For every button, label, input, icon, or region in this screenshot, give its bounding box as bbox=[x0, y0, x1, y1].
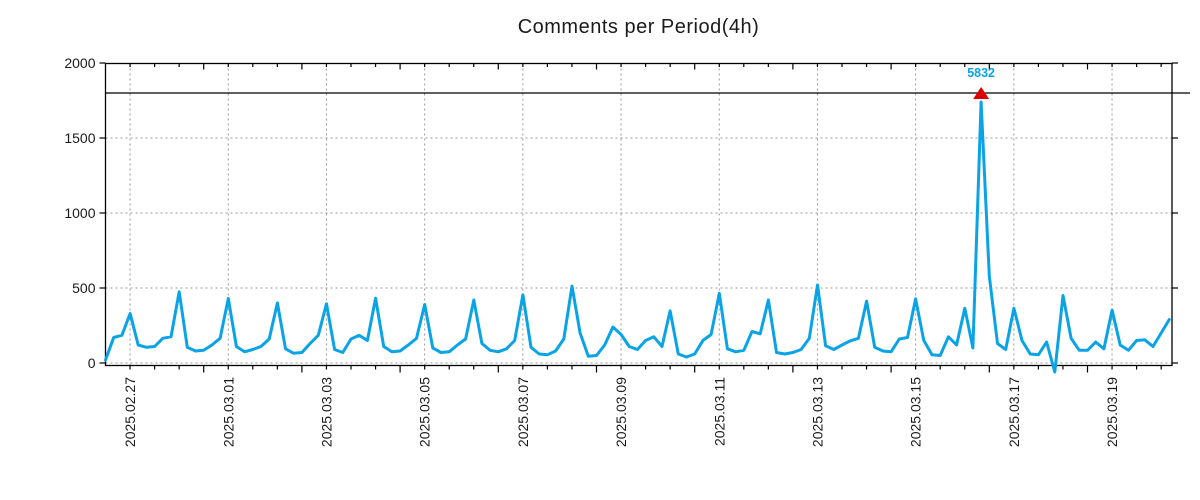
x-axis-tick-label: 2025.03.01 bbox=[220, 377, 236, 447]
x-axis-tick-label: 2025.03.19 bbox=[1104, 377, 1120, 447]
x-axis-tick-label: 2025.03.11 bbox=[711, 377, 727, 446]
x-axis-tick-label: 2025.03.09 bbox=[613, 377, 629, 447]
x-axis-tick-label: 2025.03.15 bbox=[908, 377, 924, 447]
y-axis-tick-label: 2000 bbox=[64, 55, 95, 71]
plot-border bbox=[104, 62, 1173, 367]
y-axis-tick-label: 1000 bbox=[64, 205, 95, 221]
peak-marker-icon bbox=[973, 87, 990, 99]
chart-title: Comments per Period(4h) bbox=[517, 16, 760, 38]
x-axis-tick-label: 2025.03.17 bbox=[1006, 377, 1022, 447]
series-polyline bbox=[104, 100, 1171, 374]
peak-value-label: 5832 bbox=[967, 66, 995, 80]
x-axis-tick-label: 2025.03.03 bbox=[318, 377, 334, 447]
x-axis-tick-label: 2025.03.07 bbox=[515, 377, 531, 447]
y-axis-tick-label: 1500 bbox=[64, 130, 95, 146]
x-axis-tick-label: 2025.03.05 bbox=[417, 377, 433, 447]
y-axis-tick-label: 0 bbox=[88, 355, 96, 371]
x-axis-tick-label: 2025.03.13 bbox=[809, 377, 825, 447]
y-axis-tick-label: 500 bbox=[72, 280, 96, 296]
x-axis-tick-label: 2025.02.27 bbox=[122, 377, 138, 447]
